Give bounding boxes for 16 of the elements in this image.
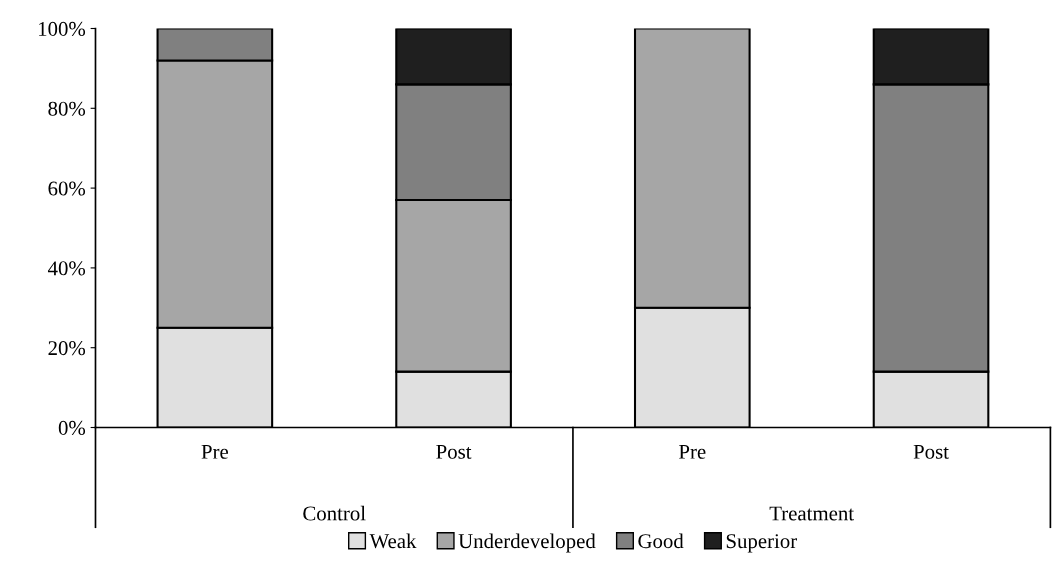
x-tick-label: Post — [436, 444, 472, 459]
y-tick-label: 60% — [48, 181, 86, 196]
y-tick-label: 0% — [58, 420, 86, 435]
text: Control — [303, 505, 366, 521]
text: Treatment — [769, 506, 854, 521]
legend-label: Weak — [369, 533, 417, 549]
y-tick-label: 100% — [39, 21, 86, 36]
y-tick-label: 20% — [48, 341, 86, 356]
legend-label: Good — [638, 533, 684, 549]
legend-label: Underdeveloped — [458, 533, 596, 553]
x-tick-label: Post — [913, 444, 949, 459]
x-tick-label: Pre — [679, 444, 706, 459]
x-tick-label: Pre — [201, 444, 229, 459]
y-tick-label: 40% — [47, 261, 86, 276]
y-tick-label: 80% — [48, 101, 86, 116]
legend-label: Superior — [726, 534, 797, 553]
